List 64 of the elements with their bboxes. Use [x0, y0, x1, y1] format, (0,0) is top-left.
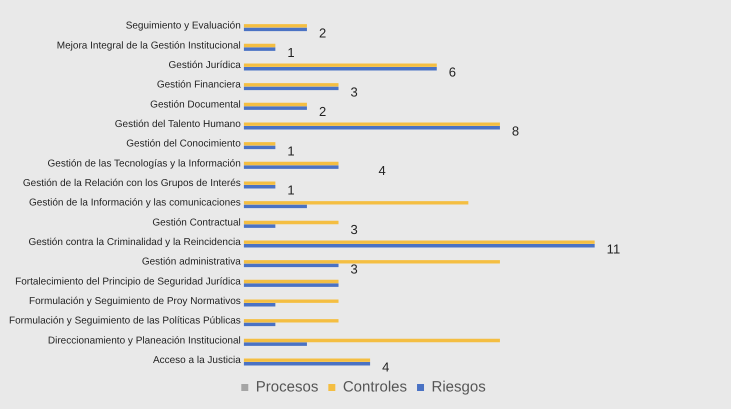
annotation: 1: [287, 182, 295, 198]
y-tick-label: Acceso a la Justicia: [152, 354, 242, 366]
bar: [244, 83, 339, 87]
annotation: 3: [350, 84, 358, 100]
legend-label: Riesgos: [432, 378, 486, 396]
annotation: 2: [318, 25, 326, 40]
y-tick-label: Fortalecimiento del Principio de Seguridad Jurídica: [15, 276, 242, 288]
bar: [244, 122, 500, 126]
bar: [244, 63, 437, 67]
annotation: 3: [350, 261, 358, 276]
annotation: 4: [382, 360, 390, 375]
annotation: 2: [318, 104, 326, 120]
y-tick-label: Mejora Integral de la Gestión Institucional: [56, 40, 241, 52]
y-tick-label: Formulación y Seguimiento de Proy Normativos: [29, 296, 241, 307]
y-tick-label: Gestión administrativa: [142, 256, 242, 268]
bar: [244, 204, 307, 208]
bar: [244, 299, 339, 303]
bar: [244, 342, 307, 346]
y-tick-label: Formulación y Seguimiento de las Políticas Públicas: [8, 316, 241, 327]
annotation: 1: [287, 143, 295, 158]
y-tick-label: Seguimiento y Evaluación: [126, 20, 241, 32]
bar: [244, 185, 276, 188]
y-tick-label: Gestión de las Tecnologías y la Información: [48, 158, 241, 170]
bar: [244, 283, 339, 287]
annotation: 1: [287, 45, 295, 60]
annotation: 8: [512, 124, 520, 139]
bar: [244, 28, 307, 32]
annotation: 11: [606, 242, 620, 257]
y-tick-label: Gestión Jurídica: [168, 60, 242, 71]
annotation: 4: [378, 163, 386, 178]
bar: [244, 165, 339, 169]
bar: [244, 319, 339, 323]
bar: [244, 260, 500, 264]
y-tick-label: Gestión Financiera: [156, 80, 242, 91]
y-tick-label: Gestión Documental: [150, 99, 241, 110]
y-tick-label: Direccionamiento y Planeación Institucional: [48, 335, 241, 346]
bar: [244, 303, 276, 306]
y-tick-label: Gestión contra la Criminalidad y la Reincidencia: [28, 236, 242, 248]
legend-label: Procesos: [256, 378, 318, 396]
bar: [244, 181, 276, 185]
y-tick-label: Gestión de la Relación con los Grupos de Interés: [22, 178, 241, 189]
bar: [244, 106, 307, 110]
bar: [244, 362, 370, 366]
bar: [244, 146, 276, 150]
bar: [244, 126, 500, 130]
bar: [244, 244, 595, 248]
bar: [244, 358, 370, 362]
bar: [244, 67, 437, 70]
bar: [244, 24, 307, 28]
y-tick-label: Gestión de la Información y las comunicaciones: [28, 198, 241, 209]
bar: [244, 201, 468, 205]
y-tick-label: Gestión del Conocimiento: [126, 138, 242, 150]
y-tick-label: Gestión del Talento Humano: [114, 118, 242, 130]
annotation: 6: [448, 64, 456, 80]
bar: [244, 86, 339, 90]
y-tick-label: Gestión Contractual: [152, 217, 241, 228]
bar: [244, 240, 595, 244]
legend-label: Controles: [342, 378, 408, 396]
bar: [244, 47, 276, 51]
annotation: 3: [350, 222, 358, 238]
bar: [244, 264, 339, 268]
bar: [244, 322, 276, 326]
bar: [244, 142, 276, 146]
bar: [244, 224, 276, 228]
